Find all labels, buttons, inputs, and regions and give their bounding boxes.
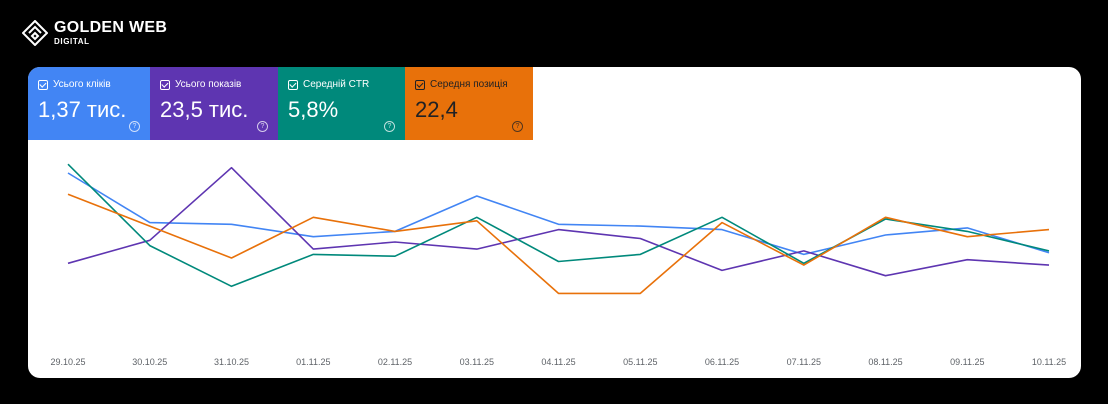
metric-clicks-value: 1,37 тис. [38,97,127,122]
help-icon[interactable]: ? [384,121,395,132]
brand-text: GOLDEN WEB DIGITAL [54,20,167,46]
help-icon[interactable]: ? [257,121,268,132]
metric-impressions-value: 23,5 тис. [160,97,249,122]
series-line-2 [67,163,1050,288]
brand-mark-icon [22,20,48,46]
line-chart: 29.10.25 30.10.25 31.10.25 01.11.25 02.11.25… [50,163,1066,367]
x-tick-label: 29.10.25 [50,357,85,367]
performance-panel: 29.10.25 30.10.25 31.10.25 01.11.25 02.11.25… [28,67,1081,378]
x-tick-label: 30.10.25 [132,357,167,367]
brand-name: GOLDEN WEB [54,19,168,36]
metric-position-label: Середня позиція [430,79,508,90]
series-line-0 [67,172,1050,256]
metric-position-value: 22,4 [415,97,458,122]
checkbox-checked-icon[interactable] [38,79,48,90]
metric-card-position[interactable]: Середня позиція 22,4 ? [405,67,533,140]
brand-sub: DIGITAL [54,37,90,46]
help-icon[interactable]: ? [512,121,523,132]
x-tick-label: 07.11.25 [787,357,821,367]
x-tick-label: 08.11.25 [868,357,902,367]
x-tick-label: 04.11.25 [541,357,575,367]
metric-clicks-label: Усього кліків [53,79,111,90]
brand-logo: GOLDEN WEB DIGITAL [22,18,167,48]
x-tick-label: 31.10.25 [214,357,249,367]
metric-card-label: Середня позиція [415,79,508,90]
metric-card-label: Усього показів [160,79,241,90]
x-tick-label: 09.11.25 [950,357,984,367]
checkbox-checked-icon[interactable] [160,79,170,90]
checkbox-checked-icon[interactable] [415,79,425,90]
series-line-3 [67,193,1050,295]
metric-ctr-label: Середній CTR [303,79,370,90]
x-tick-label: 02.11.25 [378,357,412,367]
metric-cards: Усього кліків 1,37 тис. ? Усього показів… [28,67,533,140]
help-icon[interactable]: ? [129,121,140,132]
series-line-1 [67,166,1050,277]
metric-ctr-value: 5,8% [288,97,339,122]
checkbox-checked-icon[interactable] [288,79,298,90]
x-tick-label: 06.11.25 [705,357,739,367]
x-tick-label: 01.11.25 [296,357,330,367]
metric-card-clicks[interactable]: Усього кліків 1,37 тис. ? [28,67,150,140]
metric-card-label: Середній CTR [288,79,369,90]
metric-impressions-label: Усього показів [175,79,242,90]
x-tick-label: 03.11.25 [460,357,494,367]
metric-card-label: Усього кліків [38,79,111,90]
x-tick-label: 10.11.25 [1032,357,1066,367]
metric-card-impressions[interactable]: Усього показів 23,5 тис. ? [150,67,278,140]
metric-card-ctr[interactable]: Середній CTR 5,8% ? [278,67,405,140]
x-tick-label: 05.11.25 [623,357,657,367]
